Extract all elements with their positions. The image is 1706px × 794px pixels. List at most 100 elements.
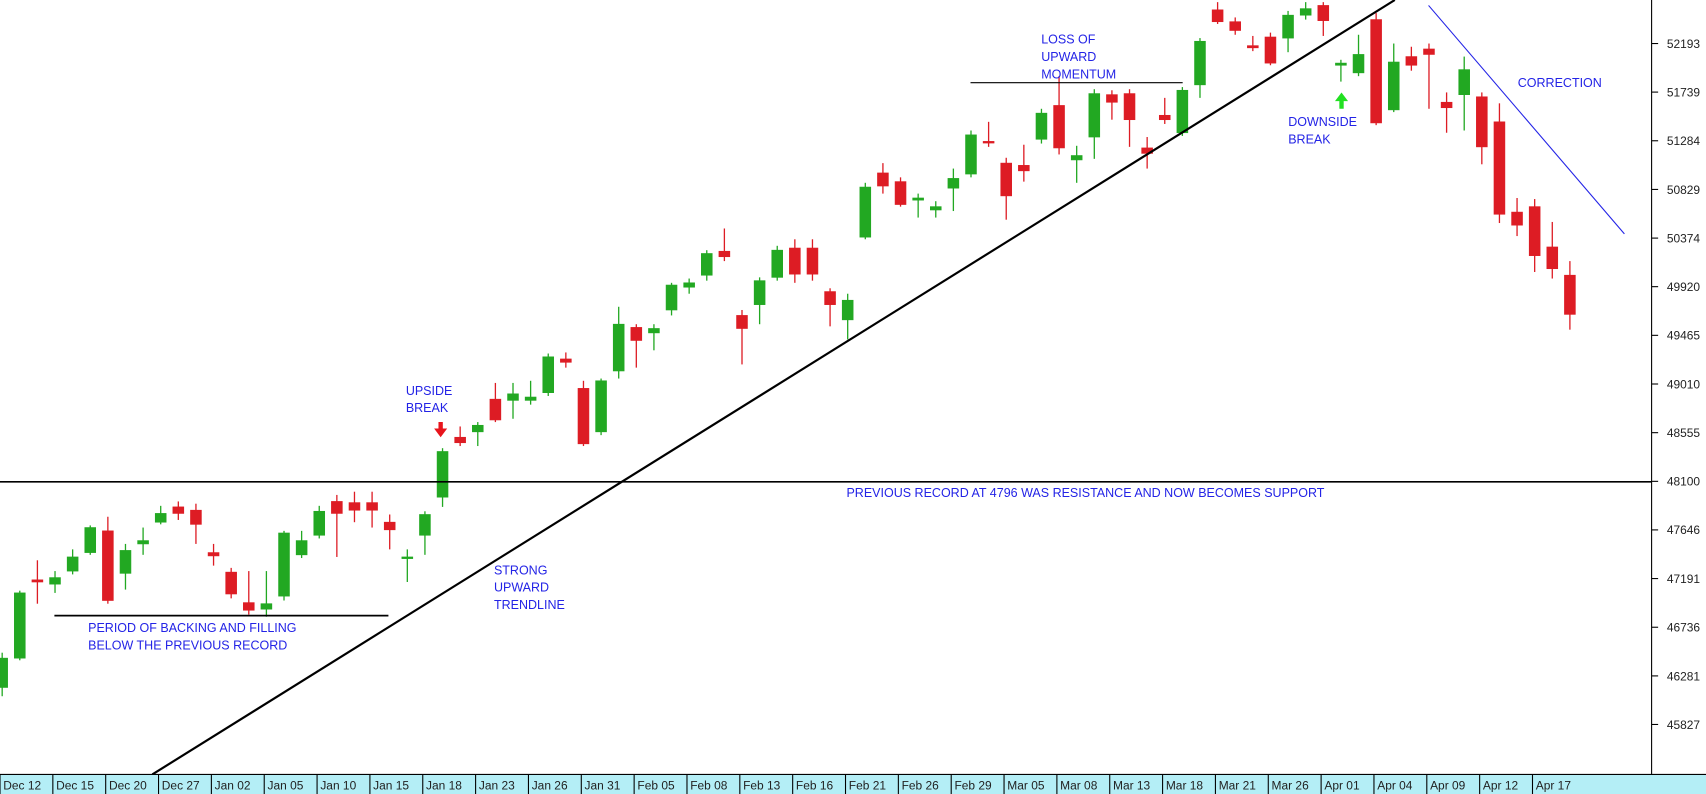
candle-body <box>1194 40 1206 86</box>
x-tick-label: Mar 13 <box>1113 779 1151 793</box>
candle-body <box>1546 246 1559 270</box>
candle-body <box>225 571 237 595</box>
candle-body <box>912 197 924 201</box>
x-tick-label: Feb 05 <box>637 779 675 793</box>
candle-body <box>190 509 202 525</box>
candle-body <box>1035 112 1048 140</box>
candle-body <box>612 323 625 372</box>
candle-body <box>31 579 44 583</box>
x-tick-label: Feb 13 <box>743 779 781 793</box>
x-tick-label: Mar 26 <box>1272 779 1310 793</box>
candle-body <box>1511 211 1523 226</box>
candle-body <box>524 396 537 401</box>
y-tick-label: 46736 <box>1667 621 1701 635</box>
candle-body <box>542 356 555 393</box>
candle-body <box>806 247 819 275</box>
candle-body <box>1564 274 1576 315</box>
x-tick-label: Apr 01 <box>1324 779 1360 793</box>
candle-body <box>295 540 308 556</box>
correction-line <box>1428 5 1625 235</box>
candle-body <box>701 253 713 276</box>
y-tick-label: 49465 <box>1667 329 1701 343</box>
candle-body <box>137 540 149 545</box>
candle-body <box>313 510 326 536</box>
candle-body <box>736 315 748 329</box>
candle-body <box>84 527 97 553</box>
candle-body <box>718 250 731 258</box>
y-tick-label: 48100 <box>1667 475 1701 489</box>
candle-body <box>753 280 766 305</box>
candle-body <box>841 299 854 321</box>
candle-body <box>331 501 343 514</box>
x-tick-label: Mar 05 <box>1007 779 1045 793</box>
x-tick-label: Feb 26 <box>902 779 940 793</box>
annotation: CORRECTION <box>1518 76 1602 90</box>
candle-body <box>472 424 484 433</box>
candle-body <box>401 556 414 559</box>
y-tick-label: 45827 <box>1667 718 1701 732</box>
x-tick-label: Apr 09 <box>1430 779 1466 793</box>
annotation: BREAK <box>1288 133 1331 147</box>
candle-body <box>1264 36 1277 64</box>
candle-body <box>49 577 61 585</box>
annotation: PERIOD OF BACKING AND FILLING <box>88 621 296 635</box>
candle-body <box>1123 93 1136 121</box>
candle-body <box>771 249 783 278</box>
x-tick-label: Feb 21 <box>849 779 887 793</box>
candle-body <box>489 398 502 421</box>
x-tick-label: Dec 12 <box>3 779 41 793</box>
candle-body <box>665 284 678 311</box>
x-tick-label: Apr 12 <box>1483 779 1519 793</box>
candle-body <box>1211 9 1224 23</box>
candle-body <box>929 206 942 211</box>
candle-body <box>1387 61 1400 111</box>
candle-body <box>348 502 361 511</box>
candle-body <box>1053 105 1065 149</box>
candle-body <box>1018 165 1030 172</box>
candle-body <box>877 172 889 187</box>
candle-body <box>789 247 801 275</box>
y-tick-label: 49010 <box>1667 377 1701 391</box>
down-arrow <box>434 422 448 438</box>
x-tick-label: Feb 16 <box>796 779 834 793</box>
candle-body <box>1000 162 1012 197</box>
annotation: STRONG <box>494 563 547 577</box>
axes: 45827 46281 46736 47191 47646 48100 48555 49010… <box>0 37 1700 794</box>
x-tick-label: Apr 17 <box>1536 779 1572 793</box>
candle-body <box>243 602 255 611</box>
candle-body <box>383 521 396 531</box>
candle-body <box>1476 96 1488 148</box>
x-tick-label: Dec 15 <box>56 779 94 793</box>
y-tick-label: 49920 <box>1667 280 1701 294</box>
candle-body <box>154 513 167 523</box>
candle-body <box>1088 93 1101 138</box>
candle-body <box>1158 114 1171 121</box>
candle-body <box>1335 62 1347 66</box>
candle-body <box>894 181 907 205</box>
candle-body <box>1106 94 1118 103</box>
y-tick-label: 50829 <box>1667 183 1701 197</box>
x-tick-label: Jan 05 <box>267 779 303 793</box>
candle-body <box>965 134 977 175</box>
annotation: BREAK <box>406 401 449 415</box>
candle-body <box>119 550 132 574</box>
candle-body <box>1493 121 1506 215</box>
x-tick-label: Mar 18 <box>1166 779 1204 793</box>
candle-body <box>507 393 519 401</box>
x-tick-label: Jan 15 <box>373 779 409 793</box>
x-tick-label: Feb 29 <box>954 779 992 793</box>
candle-body <box>1458 69 1470 95</box>
candle-body <box>14 592 26 659</box>
x-tick-label: Dec 27 <box>162 779 200 793</box>
candle-body <box>630 327 643 341</box>
x-tick-label: Mar 08 <box>1060 779 1098 793</box>
annotation: UPWARD <box>1041 50 1096 64</box>
annotation: LOSS OF <box>1041 33 1096 47</box>
candle-body <box>172 506 185 514</box>
candle-body <box>1176 89 1189 134</box>
candle-body <box>1282 14 1294 39</box>
candle-body <box>366 502 378 511</box>
annotation: PREVIOUS RECORD AT 4796 WAS RESISTANCE A… <box>846 486 1324 500</box>
candle-body <box>419 514 431 536</box>
